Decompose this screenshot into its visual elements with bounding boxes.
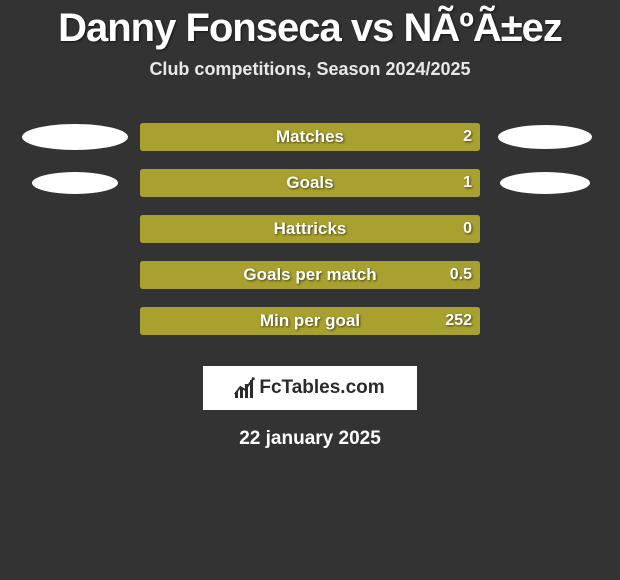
stat-value-right: 0 [463, 220, 472, 238]
stat-label: Matches [276, 127, 344, 147]
stat-label: Goals [286, 173, 333, 193]
player-oval-right [498, 125, 592, 149]
stats-area: Matches 2 Goals 1 Hattricks 0 Goals per match 0… [0, 114, 620, 344]
bar-chart-icon [235, 378, 253, 398]
player-oval-right [500, 172, 590, 194]
stat-row: Matches 2 [0, 114, 620, 160]
stat-bar: Matches 2 [140, 123, 480, 151]
brand-box[interactable]: FcTables.com [203, 366, 417, 410]
player-oval-left [22, 124, 128, 150]
stat-row: Hattricks 0 [0, 206, 620, 252]
right-side [480, 172, 610, 194]
stat-row: Min per goal 252 [0, 298, 620, 344]
stat-label: Hattricks [274, 219, 347, 239]
left-side [10, 124, 140, 150]
stat-row: Goals 1 [0, 160, 620, 206]
brand-text: FcTables.com [259, 377, 384, 399]
page-title: Danny Fonseca vs NÃºÃ±ez [0, 0, 620, 51]
stat-bar: Goals per match 0.5 [140, 261, 480, 289]
player-oval-left [32, 172, 118, 194]
stat-label: Goals per match [243, 265, 376, 285]
subtitle: Club competitions, Season 2024/2025 [0, 59, 620, 80]
date-label: 22 january 2025 [0, 428, 620, 450]
stat-value-right: 1 [463, 174, 472, 192]
stat-bar: Hattricks 0 [140, 215, 480, 243]
stat-value-right: 0.5 [450, 266, 472, 284]
stat-label: Min per goal [260, 311, 360, 331]
left-side [10, 172, 140, 194]
stat-value-right: 2 [463, 128, 472, 146]
stat-value-right: 252 [445, 312, 472, 330]
right-side [480, 125, 610, 149]
stat-row: Goals per match 0.5 [0, 252, 620, 298]
stat-bar: Min per goal 252 [140, 307, 480, 335]
stat-bar: Goals 1 [140, 169, 480, 197]
